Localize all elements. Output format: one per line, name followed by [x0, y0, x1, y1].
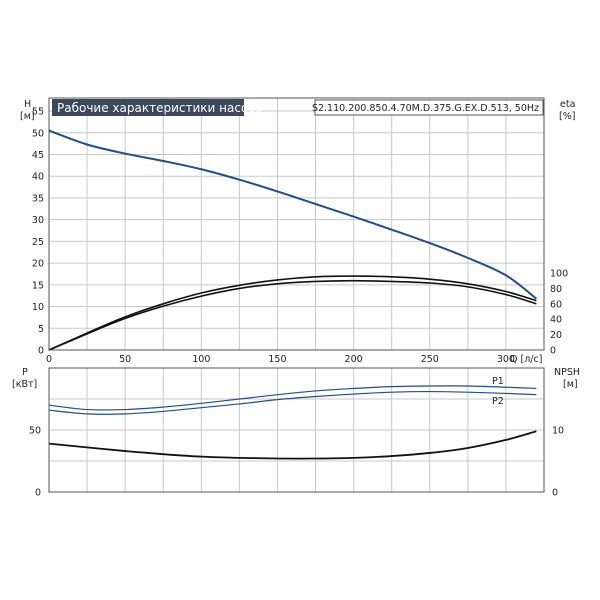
- x-tick-label: 200: [345, 354, 363, 365]
- npsh-curve: [48, 430, 537, 460]
- curve-layer: [48, 129, 537, 460]
- y-tick-label-left: 30: [32, 215, 44, 226]
- npsh-tick-label: 0: [552, 488, 558, 499]
- head-curve: [48, 129, 537, 300]
- x-tick-label: 250: [421, 354, 439, 365]
- y-tick-label-left: 55: [32, 107, 44, 118]
- y-tick-label-left: 20: [32, 259, 44, 270]
- x-tick-label: 50: [119, 354, 131, 365]
- efficiency-curve-1: [48, 275, 537, 351]
- legend-p2: P2: [492, 396, 504, 407]
- y-tick-label-left: 0: [38, 346, 44, 357]
- top-left-axis-unit: [м]: [20, 111, 35, 122]
- y-tick-label-left: 25: [32, 237, 44, 248]
- top-plot-frame: [48, 97, 545, 351]
- bottom-right-axis-name: NPSH: [554, 367, 580, 378]
- y-tick-label-right: 100: [550, 269, 568, 280]
- x-tick-label: 150: [268, 354, 286, 365]
- x-tick-label: 300: [497, 354, 515, 365]
- y-tick-label-left: 45: [32, 150, 44, 161]
- y-tick-label-left: 35: [32, 193, 44, 204]
- chart-title: Рабочие характеристики насоса: [57, 101, 262, 115]
- y-tick-label-right: 60: [550, 299, 562, 310]
- y-tick-label-left: 5: [38, 324, 44, 335]
- bottom-left-axis-unit: [кВт]: [12, 379, 37, 390]
- x-tick-label: 100: [192, 354, 210, 365]
- top-right-axis-unit: [%]: [559, 111, 575, 122]
- bottom-plot-frame: [48, 367, 545, 493]
- grid-layer: [48, 98, 544, 493]
- bottom-right-axis-unit: [м]: [563, 379, 578, 390]
- power-curve-p1: [48, 385, 537, 411]
- efficiency-curve-2: [48, 279, 537, 351]
- x-tick-label: 0: [46, 354, 52, 365]
- x-axis-label: Q [л/с]: [510, 354, 542, 365]
- power-curve-p2: [48, 390, 537, 415]
- bottom-left-axis-name: P: [22, 367, 28, 378]
- y-tick-label-right: 0: [550, 346, 556, 357]
- p-tick-label: 50: [29, 426, 41, 437]
- title-box: [52, 99, 244, 116]
- pump-model: S2.110.200.850.4.70M.D.375.G.EX.D.513, 5…: [312, 103, 539, 114]
- legend-p1: P1: [492, 376, 504, 387]
- npsh-tick-label: 10: [552, 426, 564, 437]
- top-left-axis-name: H: [24, 99, 31, 110]
- y-tick-label-right: 40: [550, 315, 562, 326]
- y-tick-label-right: 80: [550, 284, 562, 295]
- top-right-axis-name: eta: [560, 99, 575, 110]
- model-box: [314, 99, 544, 116]
- y-tick-label-left: 15: [32, 280, 44, 291]
- y-tick-label-left: 50: [32, 128, 44, 139]
- y-tick-label-left: 40: [32, 172, 44, 183]
- y-tick-label-right: 20: [550, 330, 562, 341]
- y-tick-label-left: 10: [32, 302, 44, 313]
- p-tick-label: 0: [35, 488, 41, 499]
